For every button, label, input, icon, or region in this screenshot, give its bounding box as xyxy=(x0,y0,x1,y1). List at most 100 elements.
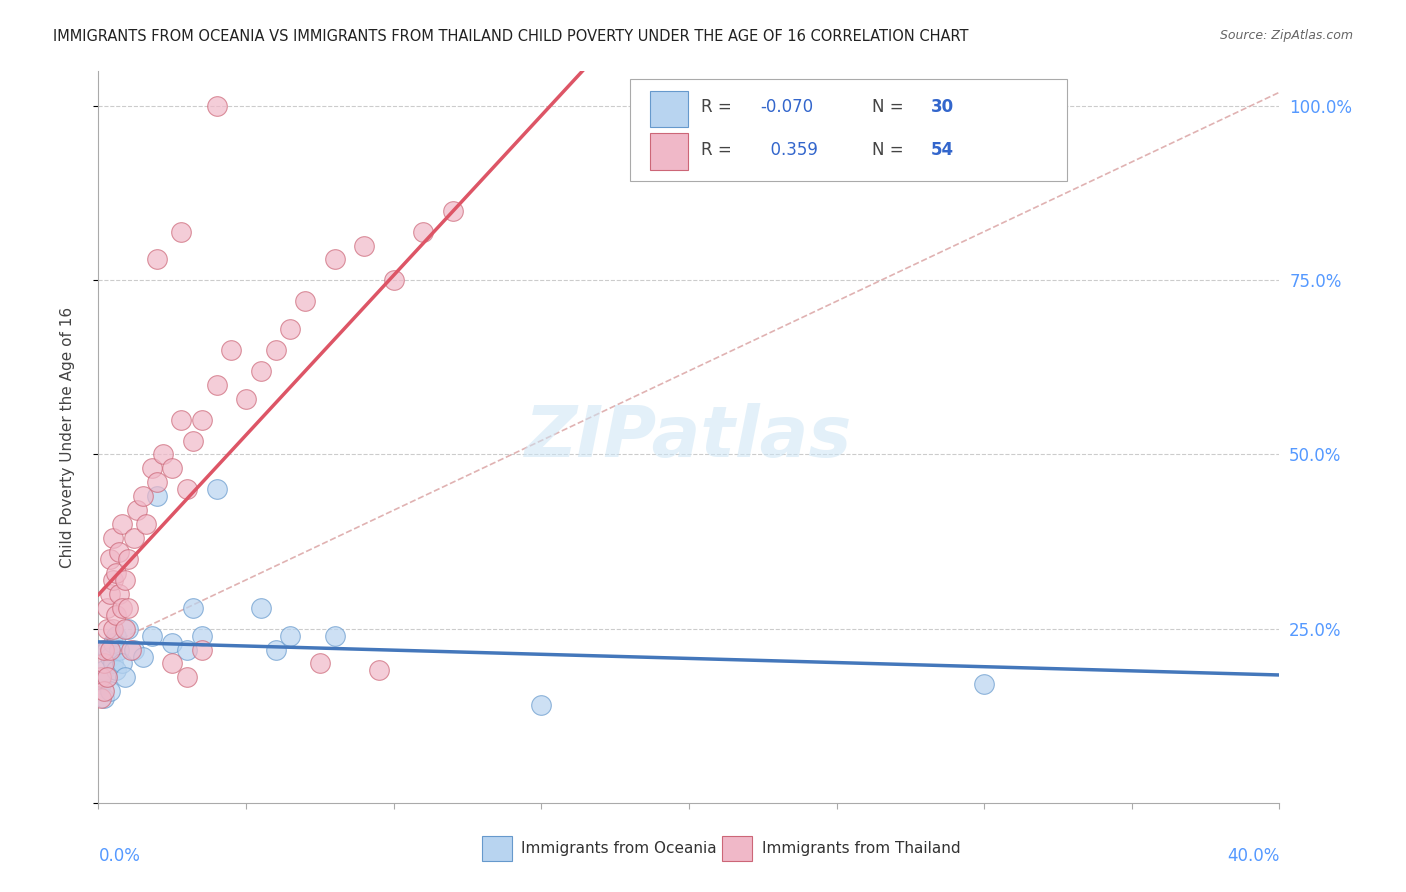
Point xyxy=(96,670,118,684)
Point xyxy=(382,273,405,287)
Point xyxy=(368,664,391,678)
Y-axis label: Child Poverty Under the Age of 16: Child Poverty Under the Age of 16 xyxy=(60,307,75,567)
Point xyxy=(162,461,183,475)
Point xyxy=(93,664,115,678)
Point xyxy=(250,600,273,615)
Point xyxy=(294,294,316,309)
Point xyxy=(122,642,145,657)
Point xyxy=(111,600,134,615)
Point xyxy=(280,629,302,643)
Point xyxy=(280,322,302,336)
Point xyxy=(98,552,121,566)
Point xyxy=(108,587,131,601)
Text: Immigrants from Thailand: Immigrants from Thailand xyxy=(762,841,960,856)
Bar xyxy=(650,91,688,128)
Bar xyxy=(723,836,752,862)
Text: 0.0%: 0.0% xyxy=(98,847,141,864)
Text: 54: 54 xyxy=(931,141,955,160)
Point xyxy=(141,629,163,643)
Point xyxy=(96,642,118,657)
Point xyxy=(111,657,134,671)
Point xyxy=(176,670,198,684)
Text: 30: 30 xyxy=(931,98,955,117)
Point xyxy=(122,531,145,545)
Point xyxy=(412,225,434,239)
Point xyxy=(111,517,134,532)
Point xyxy=(114,670,136,684)
Point xyxy=(205,99,228,113)
Point xyxy=(117,600,139,615)
Point xyxy=(90,691,112,706)
Point xyxy=(191,642,214,657)
Point xyxy=(162,635,183,649)
Point xyxy=(96,600,118,615)
Point xyxy=(250,364,273,378)
Point xyxy=(93,657,115,671)
Point xyxy=(93,684,115,698)
Point xyxy=(176,642,198,657)
Point xyxy=(125,503,148,517)
Point xyxy=(103,657,125,671)
Text: Source: ZipAtlas.com: Source: ZipAtlas.com xyxy=(1219,29,1353,42)
Point xyxy=(96,670,118,684)
Point xyxy=(323,252,346,267)
Point xyxy=(132,649,155,664)
Text: ZIPatlas: ZIPatlas xyxy=(526,402,852,472)
Text: -0.070: -0.070 xyxy=(759,98,813,117)
FancyBboxPatch shape xyxy=(630,78,1067,181)
Point xyxy=(146,475,169,490)
Text: N =: N = xyxy=(872,98,908,117)
Point xyxy=(170,412,193,426)
Point xyxy=(135,517,157,532)
Point xyxy=(205,483,228,497)
Point xyxy=(108,545,131,559)
Point xyxy=(105,664,128,678)
Text: Immigrants from Oceania: Immigrants from Oceania xyxy=(522,841,717,856)
Point xyxy=(146,252,169,267)
Point xyxy=(181,434,204,448)
Point xyxy=(235,392,257,406)
Text: 0.359: 0.359 xyxy=(759,141,818,160)
Point xyxy=(108,642,131,657)
Point xyxy=(114,622,136,636)
Point xyxy=(117,552,139,566)
Point xyxy=(96,622,118,636)
Point xyxy=(264,642,287,657)
Bar xyxy=(650,134,688,170)
Text: R =: R = xyxy=(700,141,737,160)
Point xyxy=(105,607,128,622)
Point xyxy=(103,622,125,636)
Point xyxy=(93,642,115,657)
Bar xyxy=(482,836,512,862)
Point xyxy=(90,677,112,691)
Point xyxy=(191,629,214,643)
Text: N =: N = xyxy=(872,141,908,160)
Text: R =: R = xyxy=(700,98,737,117)
Point xyxy=(120,642,142,657)
Point xyxy=(264,343,287,357)
Point xyxy=(98,684,121,698)
Point xyxy=(191,412,214,426)
Point xyxy=(170,225,193,239)
Point xyxy=(441,203,464,218)
Point xyxy=(103,531,125,545)
Point xyxy=(105,566,128,580)
Point xyxy=(90,670,112,684)
Point xyxy=(146,489,169,503)
Point xyxy=(141,461,163,475)
Point xyxy=(973,677,995,691)
Point xyxy=(205,377,228,392)
Point xyxy=(117,622,139,636)
Point xyxy=(530,698,553,713)
Text: 40.0%: 40.0% xyxy=(1227,847,1279,864)
Point xyxy=(103,635,125,649)
Point xyxy=(221,343,243,357)
Point xyxy=(176,483,198,497)
Point xyxy=(181,600,204,615)
Point xyxy=(98,649,121,664)
Point xyxy=(162,657,183,671)
Point xyxy=(132,489,155,503)
Point xyxy=(353,238,375,252)
Text: IMMIGRANTS FROM OCEANIA VS IMMIGRANTS FROM THAILAND CHILD POVERTY UNDER THE AGE : IMMIGRANTS FROM OCEANIA VS IMMIGRANTS FR… xyxy=(53,29,969,44)
Point xyxy=(98,642,121,657)
